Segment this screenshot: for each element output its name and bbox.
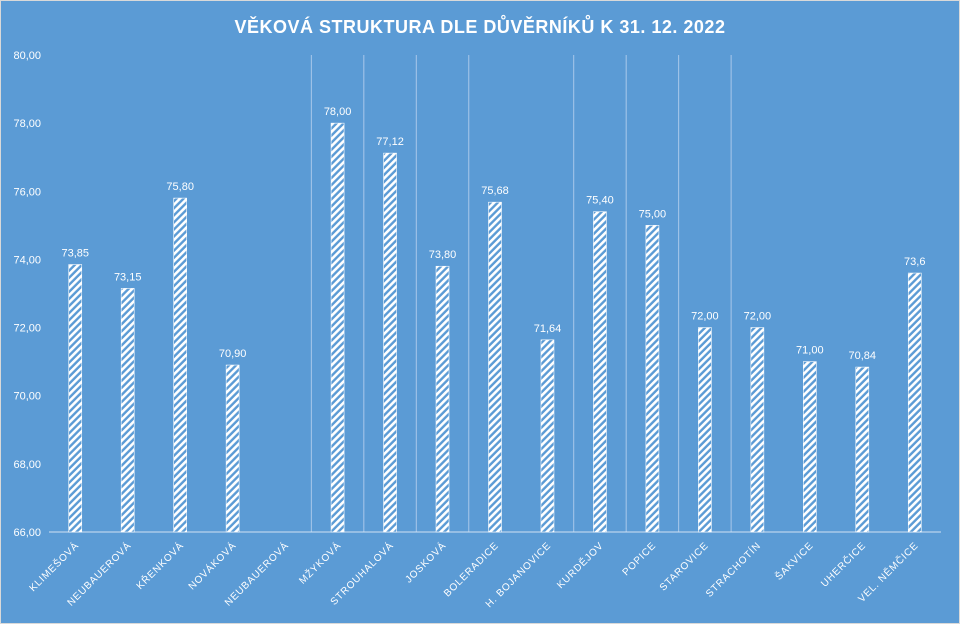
y-tick-label: 72,00 bbox=[13, 323, 41, 335]
bar bbox=[383, 152, 397, 533]
data-label: 71,64 bbox=[534, 323, 562, 335]
bar bbox=[803, 361, 817, 533]
category-label: KURDĚJOV bbox=[554, 539, 606, 591]
chart-title: VĚKOVÁ STRUKTURA DLE DŮVĚRNÍKŮ K 31. 12.… bbox=[235, 15, 726, 37]
category-label: UHERČICE bbox=[818, 539, 869, 590]
y-tick-label: 76,00 bbox=[13, 186, 41, 198]
bar bbox=[540, 339, 555, 533]
bar bbox=[488, 201, 502, 533]
category-label: MŽYKOVÁ bbox=[296, 539, 344, 587]
data-label: 73,15 bbox=[114, 271, 142, 283]
bar bbox=[68, 264, 83, 533]
data-label: 70,84 bbox=[849, 350, 877, 362]
y-tick-label: 74,00 bbox=[13, 254, 41, 266]
bar bbox=[645, 225, 660, 533]
bar bbox=[173, 197, 187, 533]
data-label: 73,85 bbox=[61, 248, 89, 260]
category-label: STAROVICE bbox=[658, 540, 711, 593]
data-label: 77,12 bbox=[376, 136, 404, 148]
data-label: 75,00 bbox=[639, 208, 667, 220]
y-tick-label: 66,00 bbox=[13, 527, 41, 539]
data-label: 71,00 bbox=[796, 345, 824, 357]
data-label: 75,80 bbox=[166, 181, 194, 193]
y-tick-label: 70,00 bbox=[13, 391, 41, 403]
bar bbox=[907, 272, 922, 533]
data-label: 75,68 bbox=[481, 185, 509, 197]
category-label: NOVÁKOVÁ bbox=[185, 539, 238, 592]
bar bbox=[698, 327, 712, 533]
category-label: JOSKOVÁ bbox=[402, 539, 449, 586]
data-label: 73,6 bbox=[904, 256, 925, 268]
bar bbox=[855, 366, 870, 533]
category-label: BOLERADICE bbox=[442, 540, 501, 599]
bar bbox=[750, 327, 765, 533]
category-label: KLIMEŠOVÁ bbox=[26, 539, 81, 594]
data-label: 73,80 bbox=[429, 249, 457, 261]
category-label: KŘENKOVÁ bbox=[133, 539, 186, 592]
data-label: 75,40 bbox=[586, 195, 614, 207]
data-label: 78,00 bbox=[324, 106, 352, 118]
bar bbox=[435, 265, 450, 533]
bar bbox=[120, 288, 135, 533]
y-tick-label: 80,00 bbox=[13, 50, 41, 62]
category-label: ŠAKVICE bbox=[772, 539, 816, 583]
category-label: STRACHOTÍN bbox=[703, 539, 764, 600]
bar bbox=[593, 211, 607, 533]
bar bbox=[225, 364, 240, 533]
data-label: 70,90 bbox=[219, 348, 247, 360]
data-label: 72,00 bbox=[744, 311, 772, 323]
y-tick-label: 78,00 bbox=[13, 118, 41, 130]
bar bbox=[330, 122, 345, 533]
data-label: 72,00 bbox=[691, 311, 719, 323]
category-label: POPICE bbox=[621, 540, 659, 578]
y-tick-label: 68,00 bbox=[13, 459, 41, 471]
